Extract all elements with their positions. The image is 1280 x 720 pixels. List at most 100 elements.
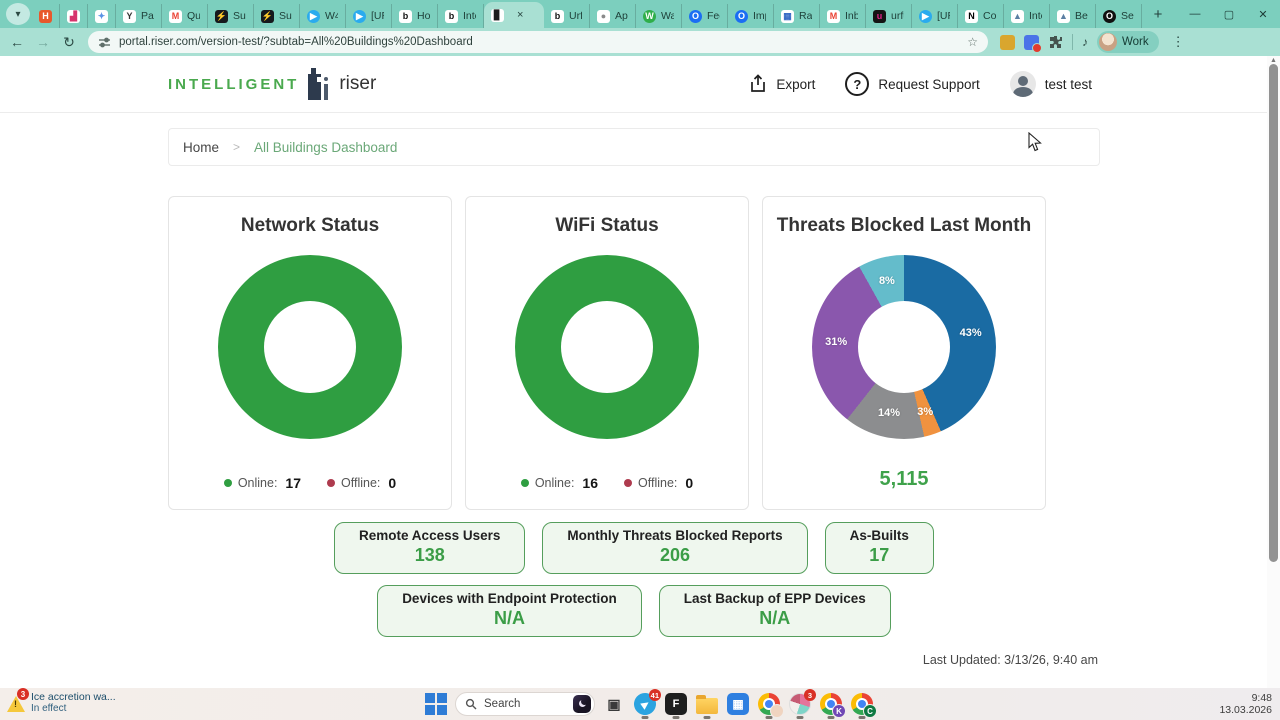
tab-Sec[interactable]: O Sec (1096, 4, 1142, 28)
task-view-icon[interactable]: ▣ (602, 692, 626, 716)
chart-legend: Online: 16 Offline: 0 (466, 475, 748, 491)
chrome-k-icon[interactable]: K (819, 692, 846, 719)
profile-overlay-badge: C (863, 704, 877, 718)
tab-Inte[interactable]: ▲ Inte (1004, 4, 1050, 28)
slice-label: 31% (825, 335, 848, 348)
tab-Inb[interactable]: M Inb (820, 4, 866, 28)
bookmark-star-icon[interactable]: ☆ (967, 35, 978, 49)
tab-h-app-icon[interactable]: H (32, 4, 60, 28)
threats-blocked-donut[interactable]: 43% 3% 14% 31% 8% (812, 255, 996, 439)
extensions-puzzle-icon[interactable] (1048, 35, 1063, 50)
stat-label: Devices with Endpoint Protection (402, 591, 617, 606)
tab-Que[interactable]: M Que (162, 4, 208, 28)
back-button[interactable]: ← (10, 34, 24, 50)
toolbar-divider (1072, 34, 1073, 50)
stat-card-as-builts[interactable]: As-Builts 17 (824, 522, 934, 574)
address-bar[interactable]: portal.riser.com/version-test/?subtab=Al… (88, 31, 988, 53)
telegram-icon: ▶ (353, 9, 366, 23)
minimize-button[interactable]: — (1189, 8, 1201, 20)
microsoft-store-icon[interactable]: ▦ (726, 692, 750, 716)
tab-Rap[interactable]: ▦ Rap (774, 4, 820, 28)
tab-label: Sup (279, 10, 292, 22)
stat-card-devices-with-endpoint-protection[interactable]: Devices with Endpoint Protection N/A (377, 585, 642, 637)
tab-Hor[interactable]: b Hor (392, 4, 438, 28)
tab-search-button[interactable]: ▾ (6, 3, 30, 25)
tab-[UR[interactable]: ▶ [UR (346, 4, 392, 28)
tab-Sup[interactable]: ⚡ Sup (208, 4, 254, 28)
tab-blue-app-icon[interactable]: ✦ (88, 4, 116, 28)
intelligent-riser-logo[interactable]: INTELLIGENT riser (168, 68, 376, 100)
forward-button[interactable]: → (36, 34, 50, 50)
weather-alert-widget[interactable]: 3 Ice accretion wa... In effect (7, 688, 116, 715)
tab-[UR[interactable]: ▶ [UR (912, 4, 958, 28)
stat-card-last-backup-of-epp-devices[interactable]: Last Backup of EPP Devices N/A (658, 585, 891, 637)
tab-App[interactable]: ● App (590, 4, 636, 28)
scrollbar-thumb[interactable] (1269, 64, 1278, 562)
page-scrollbar[interactable]: ▲ (1267, 56, 1280, 688)
export-button[interactable]: Export (749, 74, 815, 94)
network-status-donut[interactable] (218, 255, 402, 439)
scrollbar-up-arrow[interactable]: ▲ (1270, 57, 1277, 64)
colorful-app-icon[interactable]: 3 (788, 689, 816, 719)
breadcrumb-home-link[interactable]: Home (183, 139, 220, 155)
tab-Fee[interactable]: O Fee (682, 4, 728, 28)
tab-riser-favicon[interactable]: ▊ × (484, 2, 544, 28)
browser-profile-button[interactable]: Work (1097, 31, 1159, 53)
close-button[interactable]: ✕ (1258, 8, 1268, 21)
running-indicator (827, 716, 835, 719)
extension-icon-yellow[interactable] (1000, 34, 1015, 50)
stat-card-remote-access-users[interactable]: Remote Access Users 138 (334, 522, 526, 574)
slice-label: 43% (959, 327, 982, 340)
media-controls-icon[interactable]: ♪ (1082, 35, 1088, 49)
tab-Pass[interactable]: Y Pass (116, 4, 162, 28)
tab-Con[interactable]: N Con (958, 4, 1004, 28)
header-actions: Export ? Request Support test test (749, 71, 1092, 97)
bubble-icon: b (399, 9, 412, 23)
tab-Inte[interactable]: b Inte (438, 4, 484, 28)
running-indicator (641, 716, 649, 719)
taskbar-clock[interactable]: 9:48 13.03.2026 (1219, 692, 1272, 716)
legend-value: 16 (582, 475, 598, 491)
task-view-glyph: ▣ (607, 695, 621, 712)
chrome-c-icon[interactable]: C (850, 692, 877, 719)
tab-urfu[interactable]: uurfu (866, 4, 912, 28)
tab-Sup[interactable]: ⚡ Sup (254, 4, 300, 28)
site-settings-icon[interactable] (98, 36, 111, 49)
alert-count-badge: 3 (17, 688, 29, 700)
file-explorer-icon[interactable] (695, 692, 719, 719)
tab-W4[interactable]: ▶ W4 (300, 4, 346, 28)
u-app-icon: u (873, 9, 886, 23)
slice-label: 8% (878, 275, 895, 288)
extension-icon-blue[interactable] (1024, 34, 1042, 53)
stat-value: 17 (869, 545, 890, 565)
url-text: portal.riser.com/version-test/?subtab=Al… (119, 36, 473, 48)
stat-card-monthly-threats-blocked-reports[interactable]: Monthly Threats Blocked Reports 206 (542, 522, 808, 574)
request-support-button[interactable]: ? Request Support (845, 72, 980, 96)
tab-Ben[interactable]: ▲ Ben (1050, 4, 1096, 28)
last-updated-text: Last Updated: 3/13/26, 9:40 am (922, 653, 1098, 667)
tab-Wa[interactable]: W Wa (636, 4, 682, 28)
user-menu[interactable]: test test (1009, 71, 1092, 97)
start-button[interactable] (424, 692, 448, 716)
tab-close-icon[interactable]: × (517, 9, 524, 21)
wifi-status-donut[interactable] (515, 255, 699, 439)
tab-Urf[interactable]: b Urf (544, 4, 590, 28)
figma-icon[interactable]: F (664, 692, 688, 719)
search-input[interactable]: Search (455, 692, 595, 716)
browser-menu-button[interactable]: ⋮ (1171, 34, 1185, 49)
tab-label: Sup (233, 10, 246, 22)
riser-favicon: ▊ (491, 8, 504, 22)
tab-list: H▟✦YPassMQue⚡Sup⚡Sup▶W4▶[URbHorbInte▊×bU… (32, 0, 1142, 28)
maximize-button[interactable]: ▢ (1223, 8, 1235, 21)
search-box[interactable]: Search (455, 692, 595, 716)
tab-label: Urf (569, 10, 582, 22)
tab-Imp[interactable]: O Imp (728, 4, 774, 28)
tab-analytics-icon[interactable]: ▟ (60, 4, 88, 28)
telegram-icon[interactable]: ▶ 41 (629, 688, 661, 720)
folder-icon (696, 695, 718, 714)
stat-label: Monthly Threats Blocked Reports (567, 528, 783, 543)
chrome-profile-icon[interactable] (757, 692, 784, 719)
new-tab-button[interactable]: + (1153, 5, 1163, 23)
refresh-button[interactable]: ↻ (63, 33, 75, 50)
stat-value: N/A (759, 608, 791, 628)
